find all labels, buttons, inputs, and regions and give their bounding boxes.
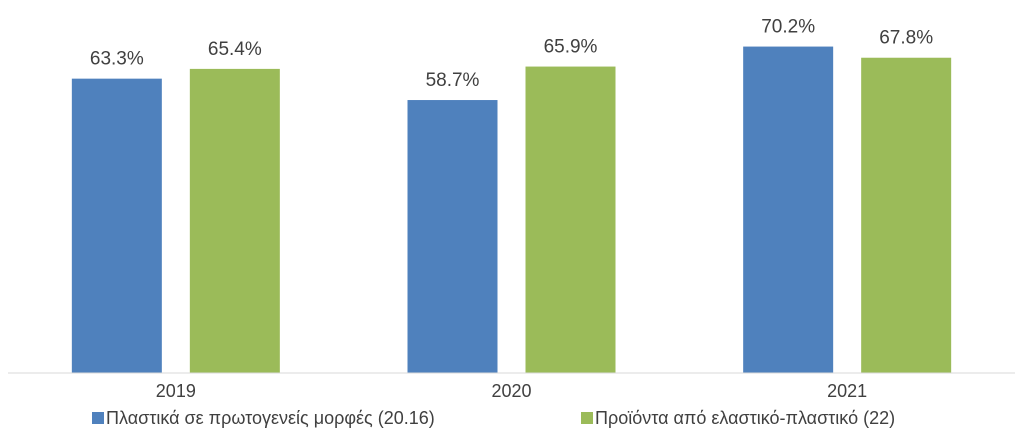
legend-swatch-series-1 (92, 412, 104, 424)
bar-2019-series-1 (71, 78, 162, 373)
x-tick-label-2021: 2021 (827, 381, 867, 401)
x-tick-label-2019: 2019 (156, 381, 196, 401)
legend-label-series-1: Πλαστικά σε πρωτογενείς μορφές (20.16) (106, 408, 435, 428)
bar-2020-series-1 (407, 100, 498, 374)
data-label-2019-series-1: 63.3% (90, 49, 144, 70)
legend-swatch-series-2 (581, 412, 593, 424)
data-label-2020-series-1: 58.7% (426, 70, 480, 91)
x-tick-label-2020: 2020 (491, 381, 531, 401)
bar-2021-series-2 (861, 57, 952, 373)
data-label-2019-series-2: 65.4% (208, 39, 262, 60)
legend-label-series-2: Προϊόντα από ελαστικό-πλαστικό (22) (595, 408, 895, 428)
data-label-2020-series-2: 65.9% (544, 37, 598, 58)
data-label-2021-series-1: 70.2% (761, 17, 815, 38)
data-label-2021-series-2: 67.8% (879, 28, 933, 49)
bar-2019-series-2 (189, 68, 280, 373)
bar-2021-series-1 (743, 46, 834, 373)
bar-2020-series-2 (525, 66, 616, 373)
